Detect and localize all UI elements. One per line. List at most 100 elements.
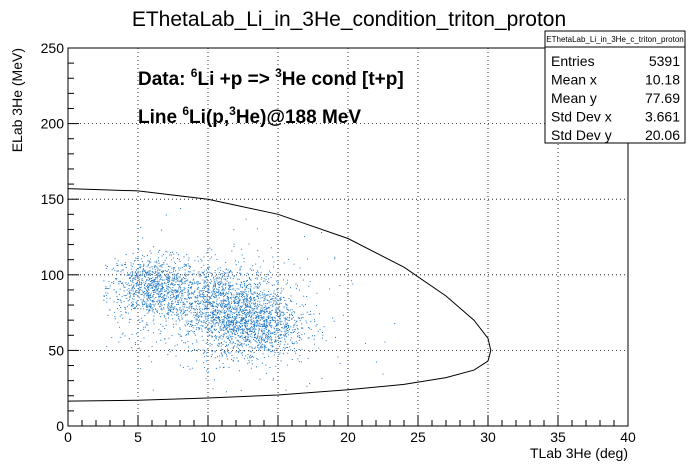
- scatter-point: [263, 299, 265, 301]
- scatter-point: [239, 293, 241, 294]
- scatter-point: [234, 324, 236, 326]
- scatter-point: [141, 279, 143, 281]
- scatter-point: [267, 311, 269, 313]
- scatter-point: [266, 325, 268, 327]
- scatter-point: [249, 312, 251, 314]
- scatter-point: [227, 304, 229, 306]
- scatter-point: [223, 289, 225, 291]
- scatter-point: [171, 349, 173, 351]
- scatter-point: [287, 327, 288, 329]
- scatter-point: [188, 274, 190, 275]
- scatter-point: [212, 388, 214, 390]
- scatter-point: [144, 304, 146, 305]
- scatter-point: [147, 272, 149, 274]
- scatter-point: [129, 272, 131, 274]
- scatter-point: [207, 290, 209, 292]
- scatter-point: [211, 344, 213, 345]
- scatter-point: [217, 291, 219, 293]
- scatter-point: [170, 252, 172, 253]
- scatter-point: [145, 305, 147, 307]
- scatter-point: [174, 278, 175, 280]
- scatter-point: [253, 298, 255, 300]
- scatter-point: [139, 271, 141, 273]
- scatter-point: [159, 285, 161, 287]
- scatter-point: [125, 267, 127, 269]
- scatter-point: [220, 311, 222, 312]
- scatter-point: [219, 366, 221, 368]
- scatter-point: [148, 283, 150, 284]
- scatter-point: [139, 264, 141, 266]
- scatter-point: [141, 301, 143, 303]
- scatter-point: [292, 316, 294, 318]
- scatter-point: [202, 272, 204, 274]
- annotation-1-sup1: 6: [191, 66, 198, 80]
- scatter-point: [271, 351, 273, 353]
- scatter-point: [254, 300, 256, 301]
- scatter-point: [302, 327, 304, 329]
- scatter-point: [191, 283, 193, 285]
- scatter-point: [186, 322, 188, 324]
- scatter-point: [163, 307, 165, 309]
- scatter-point: [132, 305, 134, 307]
- scatter-point: [258, 336, 260, 338]
- scatter-point: [237, 314, 238, 316]
- scatter-point: [196, 341, 198, 343]
- scatter-point: [234, 332, 236, 334]
- scatter-point: [161, 285, 163, 287]
- scatter-point: [165, 274, 167, 276]
- scatter-point: [285, 317, 286, 319]
- scatter-point: [218, 276, 220, 278]
- scatter-point: [223, 316, 225, 318]
- scatter-point: [242, 328, 244, 330]
- scatter-point: [270, 311, 272, 313]
- scatter-point: [249, 309, 250, 311]
- scatter-point: [212, 304, 214, 306]
- scatter-point: [210, 305, 212, 307]
- scatter-point: [273, 350, 275, 352]
- scatter-point: [241, 319, 243, 321]
- scatter-point: [223, 300, 225, 302]
- scatter-point: [207, 289, 209, 291]
- scatter-point: [279, 343, 281, 345]
- scatter-point: [200, 293, 202, 295]
- scatter-point: [207, 271, 209, 273]
- scatter-point: [151, 301, 153, 303]
- scatter-point: [227, 317, 229, 319]
- scatter-point: [245, 309, 247, 311]
- scatter-point: [236, 313, 238, 315]
- scatter-point: [236, 301, 238, 303]
- scatter-point: [266, 335, 268, 337]
- scatter-point: [265, 306, 267, 308]
- scatter-point: [193, 308, 195, 310]
- scatter-point: [137, 270, 139, 272]
- scatter-point: [168, 312, 170, 314]
- scatter-point: [231, 322, 232, 324]
- kinematic-curve: [67, 188, 492, 402]
- scatter-point: [182, 283, 184, 285]
- scatter-point: [278, 329, 280, 330]
- scatter-point: [240, 336, 242, 338]
- scatter-point: [265, 325, 267, 327]
- scatter-point: [124, 262, 126, 264]
- scatter-point: [124, 335, 126, 337]
- scatter-point: [225, 293, 227, 295]
- scatter-point: [155, 280, 157, 282]
- scatter-point: [116, 270, 118, 272]
- scatter-point: [266, 328, 268, 330]
- scatter-point: [236, 317, 238, 319]
- scatter-point: [171, 282, 173, 284]
- scatter-point: [234, 298, 236, 300]
- scatter-point: [284, 300, 286, 301]
- scatter-point: [219, 281, 221, 283]
- scatter-point: [193, 293, 195, 295]
- scatter-point: [202, 312, 203, 314]
- scatter-point: [246, 323, 248, 325]
- scatter-point: [148, 289, 150, 291]
- scatter-point: [194, 300, 196, 302]
- scatter-point: [133, 308, 135, 309]
- scatter-point: [203, 288, 205, 290]
- scatter-point: [133, 298, 135, 300]
- scatter-point: [168, 308, 170, 310]
- scatter-point: [242, 332, 244, 334]
- scatter-point: [141, 289, 143, 291]
